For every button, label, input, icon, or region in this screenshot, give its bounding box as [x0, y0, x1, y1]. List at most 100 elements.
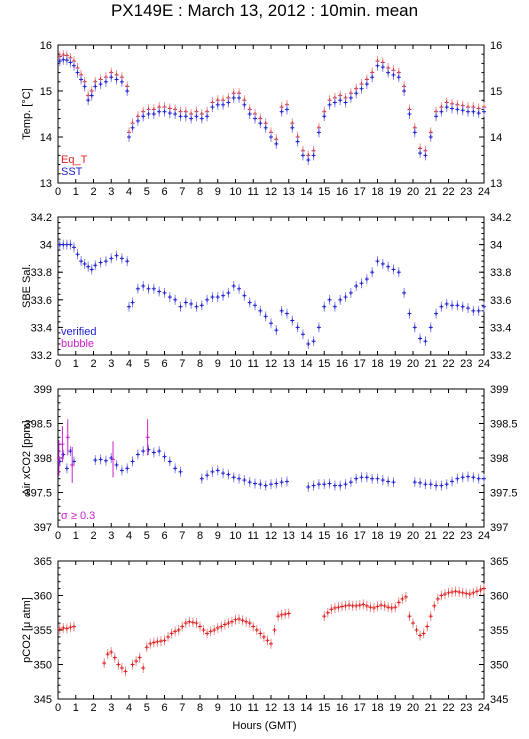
x-tick-label: 22: [442, 530, 454, 542]
y-axis-label: pCO2 [μ atm]: [21, 597, 33, 663]
x-tick-label: 1: [73, 186, 79, 198]
x-tick-label: 4: [126, 530, 132, 542]
x-tick-label: 6: [161, 530, 167, 542]
x-tick-label: 12: [265, 358, 277, 370]
y-axis-label: Temp. [°C]: [21, 88, 33, 139]
x-tick-label: 9: [215, 186, 221, 198]
plot-frame: [57, 44, 485, 184]
y-tick-label-left: 33.6: [31, 295, 52, 307]
x-tick-label: 24: [478, 702, 490, 714]
x-tick-label: 23: [460, 358, 472, 370]
y-tick-label-right: 355: [490, 625, 508, 637]
panel-air-xco2: 0 1 2 3 4 5 6 7 8 9 10 11 12 13 14 15 16 17 18 19 20 21 22 23 24…: [21, 384, 518, 542]
x-tick-label: 22: [442, 358, 454, 370]
x-tick-label: 8: [197, 702, 203, 714]
y-tick-label-right: 13: [490, 178, 502, 190]
x-tick-label: 15: [318, 702, 330, 714]
y-tick-label-left: 397.5: [24, 488, 52, 500]
x-tick-label: 11: [248, 530, 259, 542]
x-tick-label: 18: [371, 530, 383, 542]
x-tick-label: 22: [442, 702, 454, 714]
y-tick-label-right: 350: [490, 660, 508, 672]
y-tick-label-left: 345: [34, 694, 52, 706]
x-tick-label: 1: [73, 702, 79, 714]
x-tick-label: 8: [197, 358, 203, 370]
x-tick-label: 16: [336, 530, 348, 542]
y-tick-label-left: 399: [34, 384, 52, 396]
y-tick-label-right: 33.4: [490, 322, 511, 334]
x-tick-label: 16: [336, 186, 348, 198]
y-tick-label-right: 399: [490, 384, 508, 396]
x-tick-label: 3: [108, 358, 114, 370]
x-tick-label: 23: [460, 702, 472, 714]
x-tick-label: 21: [425, 358, 437, 370]
x-tick-label: 9: [215, 530, 221, 542]
x-tick-label: 20: [407, 358, 419, 370]
x-tick-label: 10: [229, 530, 241, 542]
x-tick-label: 4: [126, 358, 132, 370]
y-tick-label-right: 33.6: [490, 295, 511, 307]
x-tick-label: 6: [161, 186, 167, 198]
x-tick-label: 12: [265, 186, 277, 198]
x-tick-label: 3: [108, 530, 114, 542]
x-tick-label: 17: [354, 530, 366, 542]
x-tick-label: 22: [442, 186, 454, 198]
x-tick-label: 3: [108, 186, 114, 198]
y-axis-label: SBE Sal.: [21, 264, 33, 308]
x-tick-label: 19: [389, 702, 401, 714]
x-tick-label: 6: [161, 358, 167, 370]
y-tick-label-right: 365: [490, 556, 508, 568]
x-tick-label: 7: [179, 530, 185, 542]
x-tick-label: 9: [215, 702, 221, 714]
x-tick-label: 14: [300, 530, 312, 542]
x-tick-label: 12: [265, 702, 277, 714]
chart-title: PX149E : March 13, 2012 : 10min. mean: [110, 1, 419, 20]
y-tick-label-left: 365: [34, 556, 52, 568]
y-tick-label-left: 398: [34, 453, 52, 465]
x-tick-label: 13: [283, 186, 295, 198]
x-tick-label: 0: [55, 702, 61, 714]
y-tick-label-left: 350: [34, 660, 52, 672]
x-tick-label: 24: [478, 358, 490, 370]
x-tick-label: 11: [248, 358, 259, 370]
x-tick-label: 0: [55, 358, 61, 370]
x-tick-label: 7: [179, 358, 185, 370]
x-tick-label: 18: [371, 702, 383, 714]
x-tick-label: 24: [478, 530, 490, 542]
x-tick-label: 4: [126, 702, 132, 714]
x-tick-label: 19: [389, 186, 401, 198]
y-tick-label-right: 398: [490, 453, 508, 465]
x-tick-label: 14: [300, 186, 312, 198]
x-tick-label: 15: [318, 530, 330, 542]
panel-salinity: 0 1 2 3 4 5 6 7 8 9 10 11 12 13 14 15 16 17 18 19 20 21 22 23 24…: [21, 212, 511, 370]
y-tick-label-right: 397: [490, 522, 508, 534]
x-tick-label: 20: [407, 186, 419, 198]
y-tick-label-left: 398.5: [24, 419, 52, 431]
y-tick-label-right: 33.8: [490, 267, 511, 279]
y-tick-label-left: 360: [34, 591, 52, 603]
x-tick-label: 5: [144, 186, 150, 198]
y-tick-label-right: 15: [490, 86, 502, 98]
x-tick-label: 6: [161, 702, 167, 714]
legend-entry: SST: [61, 166, 83, 178]
y-tick-label-right: 14: [490, 132, 502, 144]
x-tick-label: 12: [265, 530, 277, 542]
x-tick-label: 8: [197, 186, 203, 198]
plot-frame: [57, 560, 485, 700]
x-tick-label: 23: [460, 186, 472, 198]
x-tick-label: 11: [248, 186, 259, 198]
y-tick-label-right: 397.5: [490, 488, 518, 500]
x-tick-label: 17: [354, 186, 366, 198]
x-axis-label: Hours (GMT): [232, 720, 297, 732]
legend-entry: Eq_T: [61, 154, 88, 166]
legend-entry: verified: [61, 326, 96, 338]
x-tick-label: 11: [248, 702, 259, 714]
y-tick-label-left: 14: [40, 132, 52, 144]
y-tick-label-left: 397: [34, 522, 52, 534]
x-tick-label: 23: [460, 530, 472, 542]
x-tick-label: 14: [300, 702, 312, 714]
y-tick-label-left: 34: [40, 240, 52, 252]
y-tick-label-left: 33.2: [31, 350, 52, 362]
x-tick-label: 1: [73, 530, 79, 542]
x-tick-label: 13: [283, 358, 295, 370]
